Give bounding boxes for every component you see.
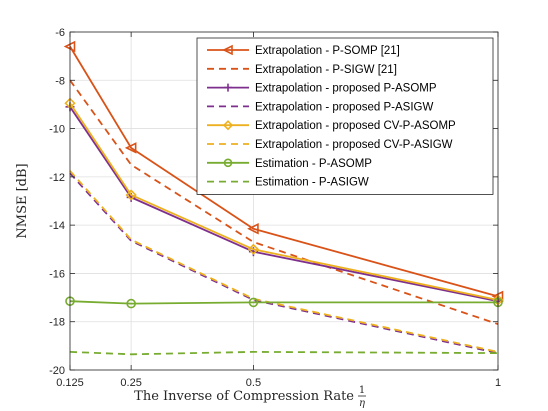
series-line — [69, 170, 499, 353]
tick-labels: 0.125 0.25 0.5 1 -20 -18 -16 -14 -12 -10 -8 -6 — [49, 27, 501, 389]
legend-entry-6: Extrapolation - proposed CV-P-ASIGW — [207, 139, 453, 151]
legend-label: Extrapolation - proposed CV-P-ASIGW — [255, 139, 453, 151]
series-2 — [69, 79, 499, 325]
data-point — [247, 243, 260, 255]
x-tick-label: 0.25 — [120, 377, 141, 389]
x-tick-label: 1 — [495, 377, 501, 389]
series-8 — [69, 350, 499, 356]
legend: Extrapolation - P-SOMP [21] Extrapolation… — [196, 37, 494, 195]
legend-label: Extrapolation - P-SIGW [21] — [255, 64, 397, 76]
legend-label: Estimation - P-ASIGW — [255, 177, 369, 189]
x-tick-label: 0.5 — [246, 377, 261, 389]
y-tick-label: -8 — [55, 75, 65, 87]
legend-label: Extrapolation - proposed CV-P-ASOMP — [255, 120, 456, 132]
plot-frame — [69, 31, 499, 371]
series-line — [69, 102, 499, 301]
series-line — [69, 106, 499, 303]
data-point — [247, 222, 259, 235]
data-point — [248, 297, 259, 308]
data-point — [222, 44, 233, 56]
y-tick-label: -18 — [49, 317, 65, 329]
data-point — [125, 189, 137, 201]
data-point — [124, 142, 137, 154]
x-axis-label: The Inverse of Compression Rate 1 η — [134, 385, 366, 409]
legend-label: Extrapolation - proposed P-ASOMP — [255, 83, 437, 95]
x-axis-label-fraction-numerator: 1 — [359, 385, 365, 396]
ticks — [69, 31, 499, 371]
y-tick-label: -20 — [49, 365, 65, 377]
series-6 — [69, 170, 499, 353]
x-axis-label-text: The Inverse of Compression Rate — [134, 389, 354, 404]
legend-entry-3: Extrapolation - proposed P-ASOMP — [207, 83, 437, 95]
y-tick-label: -14 — [49, 220, 65, 232]
legend-box — [196, 37, 494, 195]
series-line — [69, 172, 499, 354]
series-line — [69, 46, 499, 298]
data-point — [224, 83, 232, 92]
series-line — [69, 79, 499, 325]
y-tick-label: -16 — [49, 268, 65, 280]
series-line — [69, 300, 498, 305]
series-line — [69, 350, 499, 356]
y-axis-label: NMSE [dB] — [15, 163, 30, 238]
y-tick-label: -6 — [55, 27, 65, 39]
legend-entry-5: Extrapolation - proposed CV-P-ASOMP — [207, 120, 456, 132]
data-point — [223, 158, 233, 168]
legend-entry-2: Extrapolation - P-SIGW [21] — [207, 64, 397, 76]
legend-label: Extrapolation - proposed P-ASIGW — [255, 101, 433, 113]
legend-label: Extrapolation - P-SOMP [21] — [255, 45, 400, 57]
series-4 — [69, 172, 499, 354]
legend-entry-4: Extrapolation - proposed P-ASIGW — [207, 101, 433, 113]
legend-entry-1: Extrapolation - P-SOMP [21] — [207, 44, 400, 57]
x-tick-label: 0.125 — [56, 377, 84, 389]
legend-entry-8: Estimation - P-ASIGW — [207, 177, 369, 189]
data-point — [126, 298, 136, 309]
legend-label: Estimation - P-ASOMP — [255, 158, 372, 170]
legend-entry-7: Estimation - P-ASOMP — [207, 158, 372, 170]
data-point — [222, 120, 234, 131]
y-tick-label: -12 — [49, 172, 65, 184]
x-axis-label-fraction-denominator: η — [359, 398, 365, 409]
y-tick-label: -10 — [49, 124, 65, 136]
